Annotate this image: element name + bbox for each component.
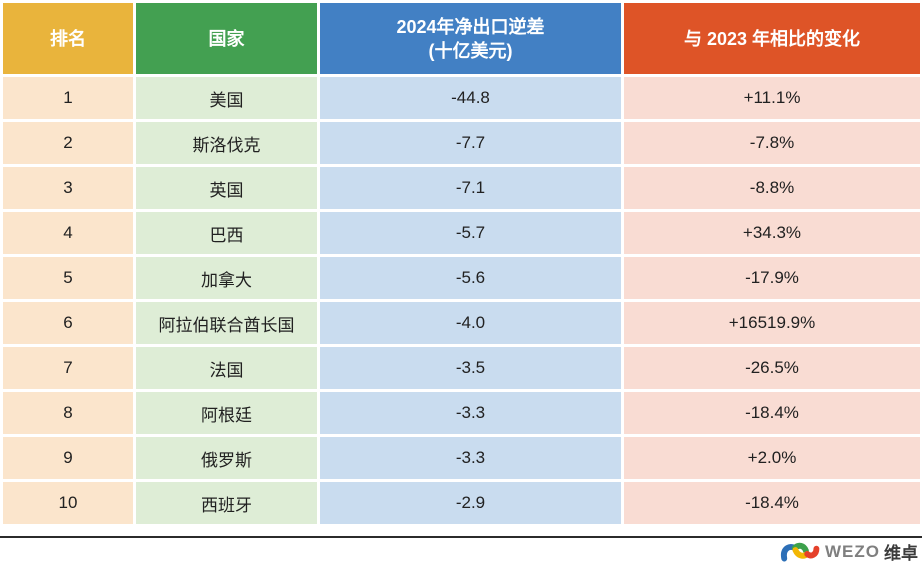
cell-deficit: -44.8	[320, 77, 621, 119]
cell-deficit: -7.1	[320, 167, 621, 209]
cell-change: +2.0%	[624, 437, 920, 479]
cell-change: -7.8%	[624, 122, 920, 164]
header-change: 与 2023 年相比的变化	[624, 3, 920, 74]
cell-rank: 1	[3, 77, 133, 119]
cell-country: 西班牙	[136, 482, 317, 524]
cell-rank: 6	[3, 302, 133, 344]
cell-deficit: -4.0	[320, 302, 621, 344]
cell-change: +16519.9%	[624, 302, 920, 344]
cell-deficit: -3.3	[320, 392, 621, 434]
cell-country: 阿根廷	[136, 392, 317, 434]
cell-deficit: -3.5	[320, 347, 621, 389]
wezo-wave-icon	[779, 540, 821, 564]
header-rank: 排名	[3, 3, 133, 74]
cell-deficit: -5.6	[320, 257, 621, 299]
header-deficit-line1: 2024年净出口逆差	[396, 16, 545, 37]
cell-deficit: -7.7	[320, 122, 621, 164]
cell-rank: 2	[3, 122, 133, 164]
brand-logo: WEZO 维卓	[779, 539, 918, 564]
header-change-label: 与 2023 年相比的变化	[683, 28, 861, 49]
cell-deficit: -5.7	[320, 212, 621, 254]
cell-rank: 4	[3, 212, 133, 254]
cell-deficit: -3.3	[320, 437, 621, 479]
cell-change: -17.9%	[624, 257, 920, 299]
cell-change: -26.5%	[624, 347, 920, 389]
cell-country: 巴西	[136, 212, 317, 254]
header-country: 国家	[136, 3, 317, 74]
brand-name-cjk: 维卓	[884, 544, 918, 563]
header-country-label: 国家	[208, 28, 245, 49]
cell-country: 英国	[136, 167, 317, 209]
cell-rank: 5	[3, 257, 133, 299]
cell-country: 加拿大	[136, 257, 317, 299]
cell-country: 阿拉伯联合酋长国	[136, 302, 317, 344]
cell-country: 斯洛伐克	[136, 122, 317, 164]
cell-change: -18.4%	[624, 482, 920, 524]
cell-change: +11.1%	[624, 77, 920, 119]
cell-deficit: -2.9	[320, 482, 621, 524]
footer: WEZO 维卓	[0, 536, 922, 565]
cell-rank: 3	[3, 167, 133, 209]
cell-change: +34.3%	[624, 212, 920, 254]
cell-country: 俄罗斯	[136, 437, 317, 479]
header-deficit-line2: (十亿美元)	[428, 40, 513, 61]
cell-country: 美国	[136, 77, 317, 119]
cell-rank: 7	[3, 347, 133, 389]
cell-rank: 10	[3, 482, 133, 524]
header-deficit: 2024年净出口逆差 (十亿美元)	[320, 3, 621, 74]
cell-rank: 9	[3, 437, 133, 479]
header-rank-label: 排名	[50, 28, 86, 49]
cell-change: -18.4%	[624, 392, 920, 434]
cell-rank: 8	[3, 392, 133, 434]
cell-country: 法国	[136, 347, 317, 389]
brand-name-latin: WEZO	[825, 541, 880, 561]
cell-change: -8.8%	[624, 167, 920, 209]
